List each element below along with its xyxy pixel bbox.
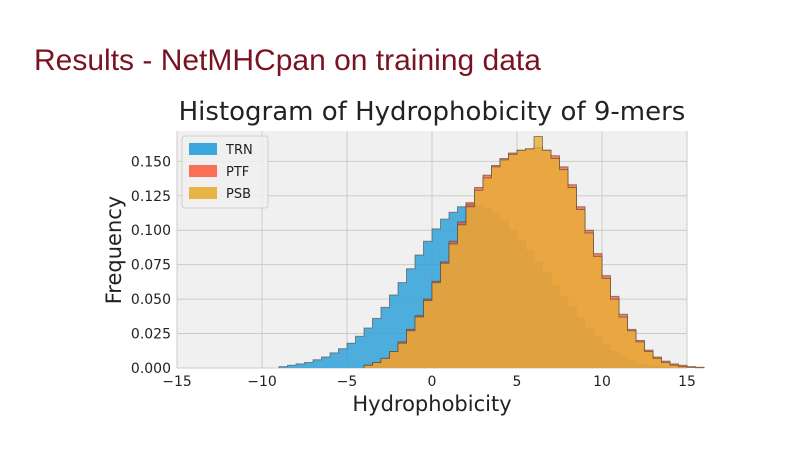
bar-psb-20 <box>534 136 543 368</box>
legend-swatch-psb <box>189 187 217 199</box>
x-tick-label-2: −5 <box>337 374 358 390</box>
bar-psb-10 <box>449 243 458 368</box>
chart-title: Histogram of Hydrophobicity of 9-mers <box>179 97 686 127</box>
bar-psb-2 <box>381 358 390 368</box>
legend-label-psb: PSB <box>226 187 251 202</box>
bar-psb-25 <box>576 209 585 368</box>
bar-psb-4 <box>398 343 407 368</box>
legend-swatch-trn <box>189 143 217 155</box>
x-tick-label-6: 15 <box>678 374 696 390</box>
legend-swatch-ptf <box>189 165 217 177</box>
bar-psb-27 <box>593 256 602 368</box>
y-tick-label-3: 0.075 <box>131 258 171 274</box>
x-axis-label: Hydrophobicity <box>352 392 511 416</box>
bar-trn-1 <box>287 365 296 368</box>
x-tick-label-3: 0 <box>428 374 437 390</box>
y-tick-label-0: 0.000 <box>131 361 171 377</box>
bar-psb-18 <box>517 150 526 368</box>
bar-trn-4 <box>313 359 322 368</box>
x-tick-label-5: 10 <box>593 374 611 390</box>
x-tick-label-0: −15 <box>162 374 192 390</box>
y-tick-label-2: 0.050 <box>131 292 171 308</box>
bar-psb-15 <box>491 166 500 368</box>
bar-psb-32 <box>636 341 645 368</box>
x-tick-labels: −15 −10 −5 0 5 10 15 <box>162 374 696 390</box>
bar-psb-3 <box>389 351 398 368</box>
bar-psb-34 <box>653 358 662 368</box>
bar-psb-37 <box>678 366 687 368</box>
bar-trn-2 <box>296 363 305 368</box>
bar-trn-8 <box>347 343 356 368</box>
y-tick-label-4: 0.100 <box>131 223 171 239</box>
bar-psb-26 <box>585 232 594 368</box>
y-axis-label: Frequency <box>102 196 126 305</box>
bar-psb-19 <box>525 148 534 368</box>
bar-psb-11 <box>457 224 466 368</box>
bar-psb-35 <box>661 362 670 368</box>
slide-title: Results - NetMHCpan on training data <box>34 44 541 77</box>
bar-trn-12 <box>381 307 390 368</box>
bar-psb-21 <box>542 150 551 368</box>
bar-psb-16 <box>500 159 509 368</box>
bar-psb-17 <box>508 154 517 368</box>
bar-psb-24 <box>568 187 577 368</box>
bar-trn-7 <box>338 348 347 368</box>
bar-psb-28 <box>602 278 611 368</box>
outline-psb <box>363 136 705 369</box>
bar-psb-5 <box>406 330 415 368</box>
bar-trn-5 <box>321 356 330 368</box>
legend-label-trn: TRN <box>225 143 253 158</box>
bar-trn-16 <box>415 255 424 368</box>
bar-psb-33 <box>644 351 653 368</box>
bar-psb-22 <box>551 158 560 368</box>
x-tick-label-4: 5 <box>513 374 522 390</box>
bar-psb-29 <box>610 299 619 368</box>
y-tick-label-5: 0.125 <box>131 189 171 205</box>
bar-psb-12 <box>466 206 475 368</box>
bar-trn-3 <box>304 362 313 368</box>
bar-psb-1 <box>372 362 381 368</box>
bar-psb-0 <box>364 365 373 368</box>
series-psb <box>363 136 705 369</box>
bar-psb-30 <box>619 317 628 368</box>
bar-trn-13 <box>389 294 398 368</box>
bar-trn-6 <box>330 352 339 368</box>
bar-psb-8 <box>432 282 441 368</box>
legend-label-ptf: PTF <box>226 165 249 180</box>
bar-psb-14 <box>483 177 492 368</box>
bar-psb-9 <box>440 263 449 368</box>
bar-psb-6 <box>415 317 424 368</box>
bar-psb-7 <box>423 300 432 368</box>
y-tick-label-6: 0.150 <box>131 154 171 170</box>
bar-psb-31 <box>627 330 636 368</box>
bar-trn-11 <box>372 318 381 368</box>
bar-trn-10 <box>364 328 373 368</box>
y-tick-label-1: 0.025 <box>131 327 171 343</box>
y-tick-labels: 0.000 0.025 0.050 0.075 0.100 0.125 0.150 <box>131 154 171 377</box>
legend: TRN PTF PSB <box>181 135 269 209</box>
bar-trn-9 <box>355 336 364 368</box>
x-tick-label-1: −10 <box>247 374 277 390</box>
bar-trn-14 <box>398 282 407 368</box>
histogram-bars <box>278 136 705 369</box>
bar-psb-13 <box>474 190 483 368</box>
bar-psb-23 <box>559 169 568 368</box>
bar-trn-15 <box>406 268 415 368</box>
bar-psb-36 <box>670 365 679 368</box>
bar-trn-0 <box>279 366 288 368</box>
